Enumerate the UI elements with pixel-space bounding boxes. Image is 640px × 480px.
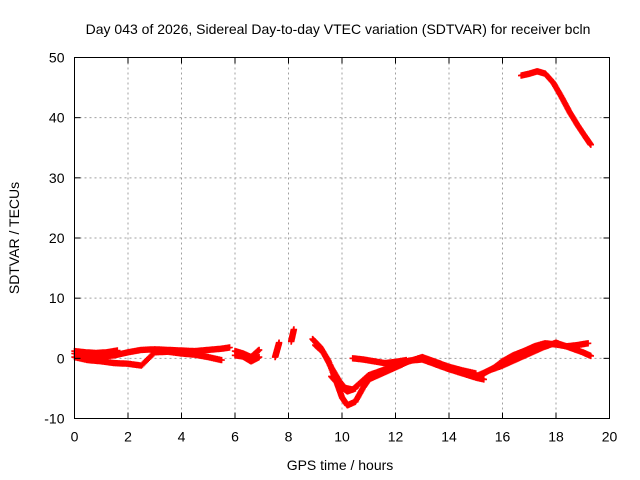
- x-tick-label: 10: [334, 429, 350, 445]
- y-axis-label: SDTVAR / TECUs: [6, 182, 22, 294]
- chart-title: Day 043 of 2026, Sidereal Day-to-day VTE…: [86, 21, 591, 37]
- x-tick-label: 4: [178, 429, 186, 445]
- point-markers: [349, 355, 410, 367]
- y-tick-label: 50: [49, 50, 65, 66]
- point-markers: [231, 352, 263, 365]
- x-axis-label: GPS time / hours: [287, 457, 394, 473]
- x-tick-label: 14: [441, 429, 457, 445]
- point-markers: [328, 373, 359, 395]
- point-markers: [518, 68, 594, 148]
- x-tick-label: 2: [124, 429, 132, 445]
- x-tick-label: 12: [388, 429, 404, 445]
- x-tick-label: 18: [548, 429, 564, 445]
- x-tick-label: 8: [285, 429, 293, 445]
- series-rise-16h-b: [472, 339, 594, 380]
- series-flat-10h: [349, 355, 410, 367]
- x-tick-label: 20: [602, 429, 618, 445]
- point-markers: [271, 339, 283, 361]
- point-markers: [472, 339, 594, 380]
- y-tick-label: -10: [44, 411, 64, 427]
- axes: 0 2 4 6 8 10 12 14 16 18 20 -10 0 10 20 30 40 50: [44, 50, 617, 445]
- series-segment-7h: [271, 339, 283, 361]
- y-tick-label: 10: [49, 290, 65, 306]
- x-tick-label: 16: [495, 429, 511, 445]
- y-tick-label: 30: [49, 170, 65, 186]
- series-segment-8h: [288, 326, 298, 345]
- point-markers: [288, 326, 298, 345]
- series-high-arc: [518, 68, 594, 148]
- x-tick-label: 0: [71, 429, 79, 445]
- y-tick-label: 40: [49, 110, 65, 126]
- series-dip-10h-c: [328, 373, 359, 395]
- y-tick-label: 0: [57, 350, 65, 366]
- series-segment-6h-b: [231, 352, 263, 365]
- x-tick-label: 6: [231, 429, 239, 445]
- y-tick-label: 20: [49, 230, 65, 246]
- grid-lines: [74, 57, 610, 419]
